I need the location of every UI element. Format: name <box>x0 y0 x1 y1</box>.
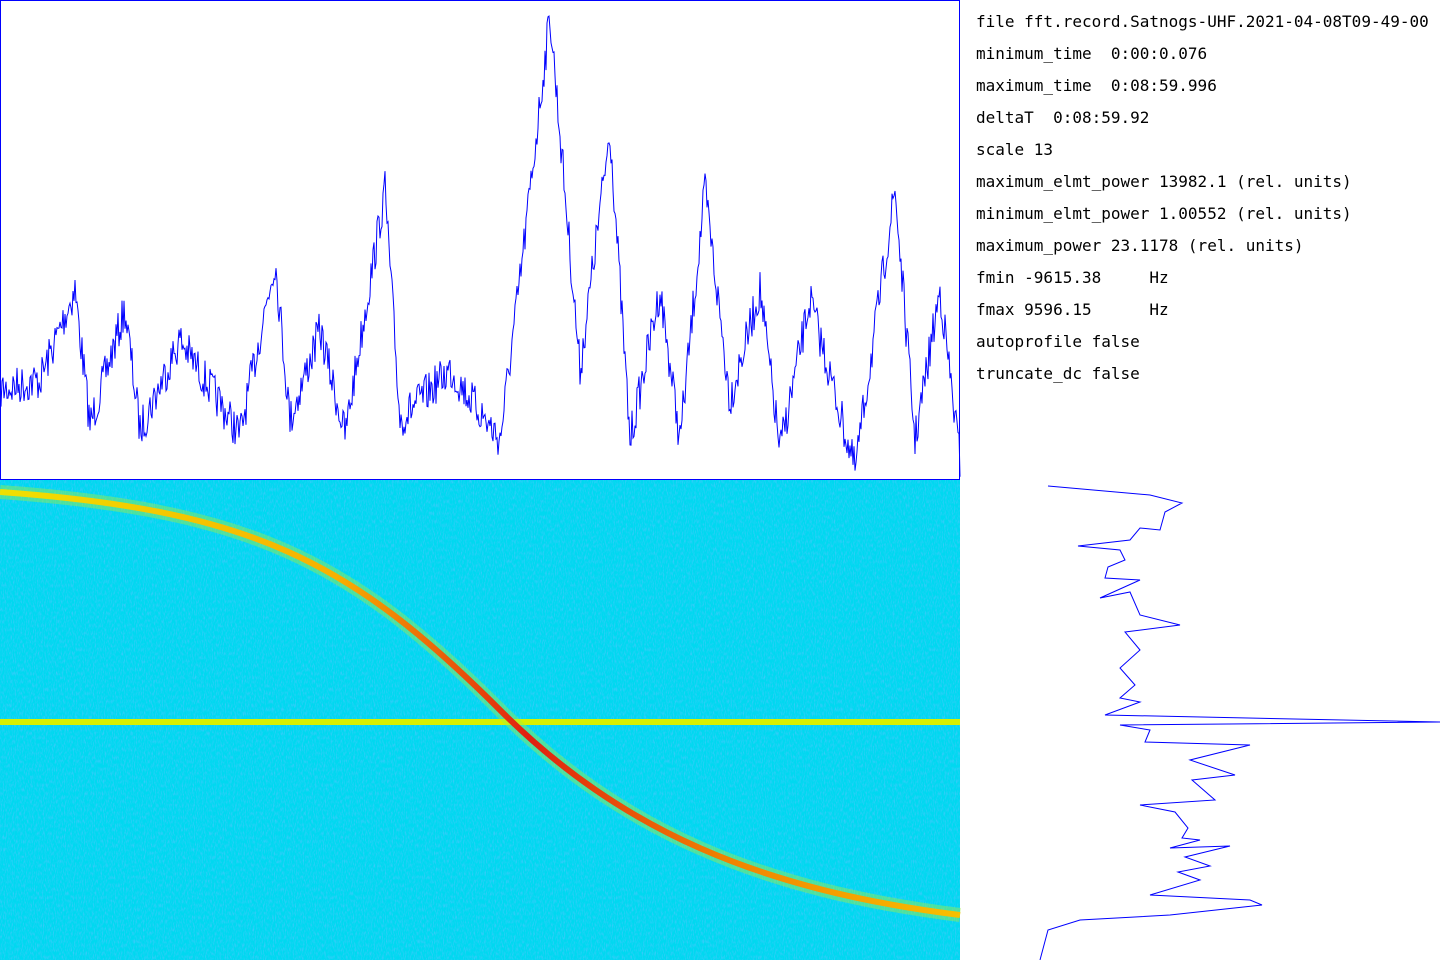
info-panel: file fft.record.Satnogs-UHF.2021-04-08T0… <box>976 6 1440 390</box>
info-line: minimum_time 0:00:0.076 <box>976 44 1208 63</box>
info-line: file fft.record.Satnogs-UHF.2021-04-08T0… <box>976 12 1429 31</box>
info-line: scale 13 <box>976 140 1054 159</box>
frequency-profile <box>1039 485 1440 960</box>
info-line: minimum_elmt_power 1.00552 (rel. units) <box>976 204 1352 223</box>
dc-line <box>0 719 960 725</box>
info-line: maximum_time 0:08:59.996 <box>976 76 1217 95</box>
info-line: maximum_power 23.1178 (rel. units) <box>976 236 1304 255</box>
info-line: autoprofile false <box>976 332 1140 351</box>
profile-frame <box>0 0 960 480</box>
time-profile <box>0 15 961 477</box>
info-line: deltaT 0:08:59.92 <box>976 108 1150 127</box>
info-line: fmin -9615.38 Hz <box>976 268 1169 287</box>
info-line: fmax 9596.15 Hz <box>976 300 1169 319</box>
info-line: truncate_dc false <box>976 364 1140 383</box>
info-line: maximum_elmt_power 13982.1 (rel. units) <box>976 172 1352 191</box>
signal-trace <box>0 489 961 918</box>
